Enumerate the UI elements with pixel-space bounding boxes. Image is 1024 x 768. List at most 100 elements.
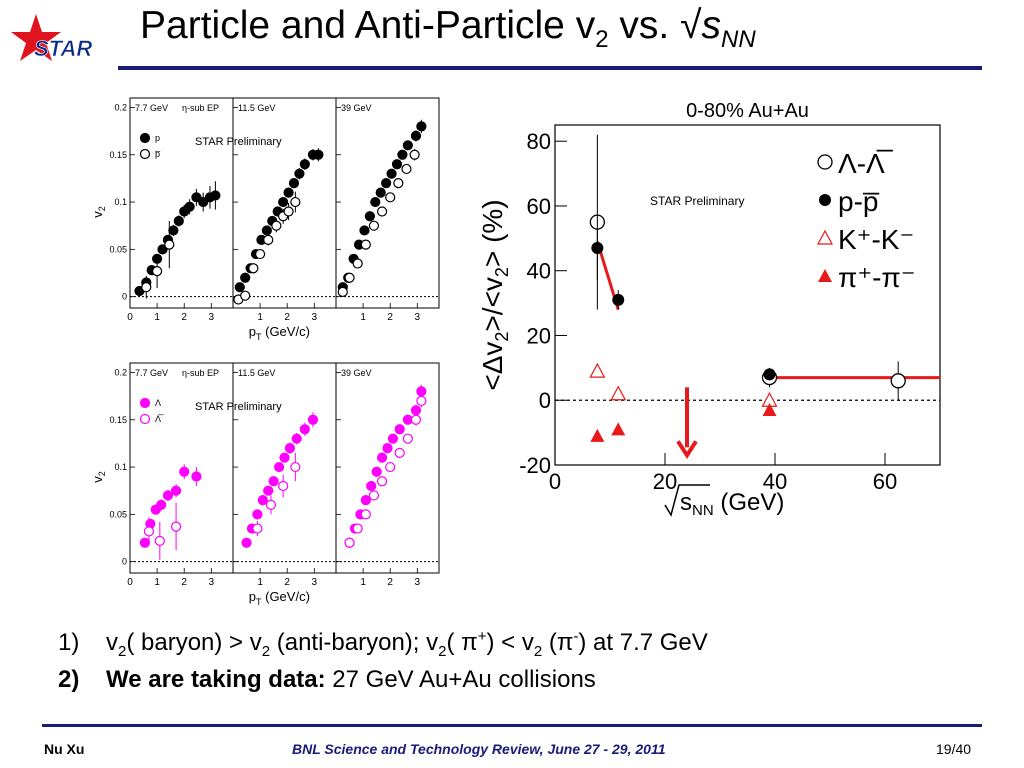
particle-point [210,190,221,201]
y-tick-label: 0 [122,557,127,567]
data-point [590,428,605,442]
particle-point [364,211,375,222]
y-tick-label: 60 [527,194,551,219]
particle-point [394,424,405,435]
legend-label: Λ-Λ̅ [838,148,894,179]
particle-point [173,215,184,227]
chart-title: 0-80% Au+Au [686,100,809,122]
x-tick-label: 1 [154,577,160,588]
star-logo-text: STAR [34,36,92,61]
y-tick-label: -20 [519,453,551,478]
data-point [610,385,627,401]
particle-point [170,485,182,496]
antiparticle-point [290,196,301,208]
antiparticle-point [263,234,274,245]
antiparticle-point [290,461,301,473]
particle-point [191,471,202,482]
y-axis-label: <Δv2>/<v2> (%) [477,199,512,390]
particle-point [294,168,305,179]
x-tick-label: 20 [653,469,677,494]
particle-point [402,140,413,151]
antiparticle-point [240,290,251,301]
preliminary-label: STAR Preliminary [195,401,282,413]
antiparticle-point [154,535,165,546]
particle-point [168,225,179,236]
particle-point [278,196,289,208]
particle-point [139,537,151,548]
antiparticle-point [360,239,371,250]
particle-point [162,490,174,501]
antiparticle-point [352,523,363,534]
particle-point [360,495,371,506]
antiparticle-point [278,480,289,492]
particle-point [386,168,397,179]
panel-energy-label: 39 GeV [341,103,372,113]
particle-point [376,452,388,463]
antiparticle-point [352,258,363,269]
panel-frame [129,97,234,309]
v2-proton-chart: v2 0 0.05 0.1 0.15 0.2 0 1 2 3 7.7 GeV η-sub EP 1 2 3 1… [90,97,440,342]
particle-point [381,178,392,189]
particle-point [191,192,202,203]
antiparticle-point [410,414,422,425]
y-tick-label: 0.15 [109,415,127,425]
y-axis-label: v2 [90,471,107,483]
x-axis-label: pT (GeV/c) [249,324,310,342]
data-point [591,242,604,255]
y-tick-label: 0.1 [114,197,127,207]
title-underline [118,66,982,70]
x-tick-label: 2 [181,577,187,588]
antiparticle-point [170,521,182,532]
particle-point [410,130,422,141]
particle-point [261,225,272,236]
antiparticle-point [401,163,412,175]
particle-point [299,424,310,435]
x-tick-label: 60 [873,469,897,494]
data-point [762,402,777,416]
legend-marker [818,269,832,282]
legend-marker [817,154,833,170]
particle-point [198,196,209,208]
particle-point [288,178,300,189]
legend-marker [139,397,151,409]
legend-marker [819,194,831,206]
x-tick-label: 3 [415,312,421,323]
y-tick-label: 0 [539,388,551,413]
particle-point [283,187,294,198]
particle-point [268,476,279,487]
x-tick-label: 40 [763,469,787,494]
antiparticle-point [283,206,294,217]
panel-ep-label: η-sub EP [182,368,219,378]
antiparticle-point [385,192,396,203]
particle-point [240,272,251,283]
legend-label: p̅ [155,149,161,159]
particle-point [307,414,319,425]
particle-point [257,495,268,506]
footer-event: BNL Science and Technology Review, June … [292,741,666,757]
v2-lambda-chart: v2 0 0.05 0.1 0.15 0.2 0 1 2 3 7.7 GeV η-sub EP 1 2 3 1… [90,362,440,607]
y-tick-label: 0.1 [114,462,127,472]
particle-point [371,466,382,477]
antiparticle-point [252,523,263,534]
x-tick-label: 3 [312,312,318,323]
legend-label: p [155,133,160,143]
antiparticle-point [141,282,152,293]
x-tick-label: 3 [209,577,215,588]
particle-point [284,443,296,454]
bullet-2: 2) We are taking data: 27 GeV Au+Au colli… [58,666,596,693]
particle-point [184,201,195,212]
preliminary-label: STAR Preliminary [195,136,282,148]
antiparticle-point [360,509,371,520]
particle-point [299,159,310,170]
bullet-1: 1) v2( baryon) > v2 (anti-baryon); v2( π+… [58,628,708,660]
x-tick-label: 3 [415,577,421,588]
particle-point [370,196,381,208]
y-tick-label: 80 [527,129,551,154]
antiparticle-point [394,447,405,458]
particle-point [382,443,393,454]
x-axis-label: sNN (GeV) [680,489,784,519]
antiparticle-point [143,526,155,537]
x-tick-label: 2 [284,577,290,588]
panel-frame [335,97,440,309]
antiparticle-point [271,220,282,231]
